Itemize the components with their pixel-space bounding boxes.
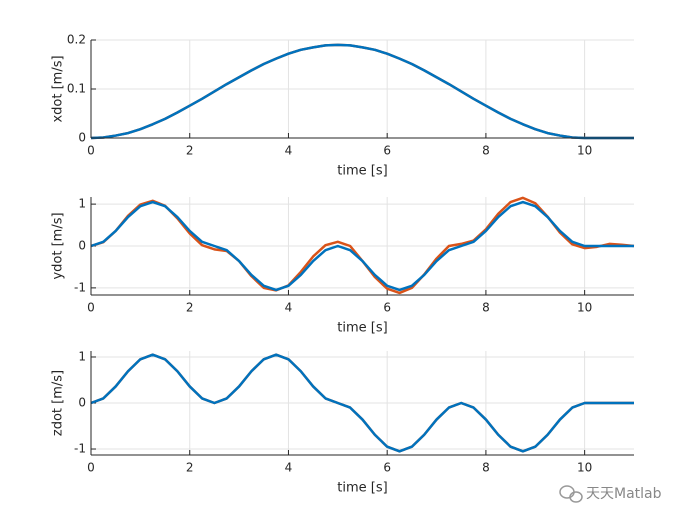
y-tick-label: 0.1 bbox=[67, 82, 86, 96]
data-line bbox=[90, 200, 634, 292]
x-tick-label: 10 bbox=[577, 461, 592, 475]
x-tick-label: 2 bbox=[186, 144, 194, 158]
y-tick-label: 0 bbox=[78, 131, 86, 145]
data-line bbox=[90, 353, 634, 453]
x-tick-label: 4 bbox=[285, 144, 293, 158]
y-axis-label: ydot [m/s] bbox=[51, 212, 66, 279]
x-tick-label: 4 bbox=[285, 301, 293, 315]
x-tick-label: 8 bbox=[482, 461, 490, 475]
y-axis-label: xdot [m/s] bbox=[51, 55, 66, 122]
x-tick-label: 2 bbox=[186, 301, 194, 315]
y-tick-label: 1 bbox=[78, 197, 86, 211]
x-tick-label: 0 bbox=[87, 301, 95, 315]
x-tick-label: 6 bbox=[383, 461, 391, 475]
x-tick-label: 10 bbox=[577, 144, 592, 158]
x-tick-label: 8 bbox=[482, 144, 490, 158]
watermark: 天天Matlab bbox=[586, 486, 662, 502]
y-tick-label: -1 bbox=[74, 442, 86, 456]
y-tick-label: 0 bbox=[78, 396, 86, 410]
x-axis-label: time [s] bbox=[337, 164, 387, 179]
x-tick-label: 6 bbox=[383, 144, 391, 158]
x-tick-label: 2 bbox=[186, 461, 194, 475]
y-axis-label: zdot [m/s] bbox=[51, 370, 66, 436]
data-line bbox=[90, 43, 634, 140]
x-axis-label: time [s] bbox=[337, 321, 387, 336]
watermark-icon bbox=[559, 485, 583, 503]
x-tick-label: 8 bbox=[482, 301, 490, 315]
x-tick-label: 4 bbox=[285, 461, 293, 475]
x-tick-label: 10 bbox=[577, 301, 592, 315]
y-tick-label: 1 bbox=[78, 349, 86, 363]
y-tick-label: 0 bbox=[78, 239, 86, 253]
x-axis-label: time [s] bbox=[337, 481, 387, 496]
x-tick-label: 0 bbox=[87, 144, 95, 158]
x-tick-label: 0 bbox=[87, 461, 95, 475]
y-tick-label: -1 bbox=[74, 280, 86, 294]
x-tick-label: 6 bbox=[383, 301, 391, 315]
y-tick-label: 0.2 bbox=[67, 33, 86, 47]
